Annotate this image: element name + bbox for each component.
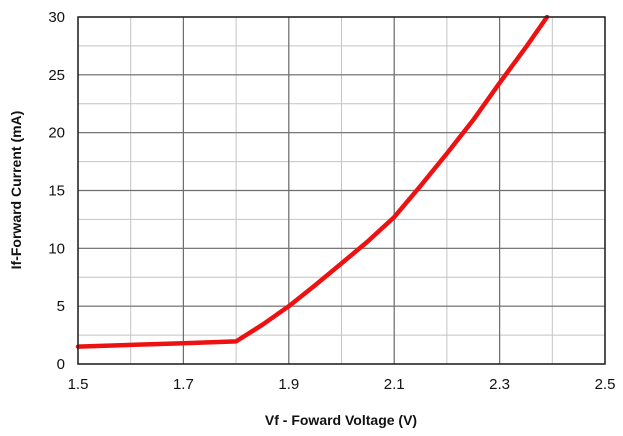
plot-border [77,16,606,365]
y-tick-label: 5 [57,298,65,315]
x-axis-label: Vf - Foward Voltage (V) [265,412,417,428]
x-tick-label: 2.1 [384,376,405,393]
y-tick-label: 10 [48,240,65,257]
y-tick-labels: 0 5 10 15 20 25 30 [48,9,65,373]
x-tick-label: 2.3 [489,376,510,393]
y-tick-label: 0 [57,356,65,373]
y-tick-label: 25 [48,67,65,84]
x-tick-label: 2.5 [595,376,616,393]
x-tick-labels: 1.5 1.7 1.9 2.1 2.3 2.5 [68,376,616,393]
x-tick-label: 1.9 [278,376,299,393]
y-tick-label: 20 [48,125,65,142]
x-tick-label: 1.5 [68,376,89,393]
x-tick-label: 1.7 [173,376,194,393]
y-axis-label: If-Forward Current (mA) [8,111,24,270]
series-line-0 [75,14,550,349]
y-tick-label: 30 [48,9,65,26]
series-layer [75,14,550,349]
y-tick-label: 15 [48,183,65,200]
